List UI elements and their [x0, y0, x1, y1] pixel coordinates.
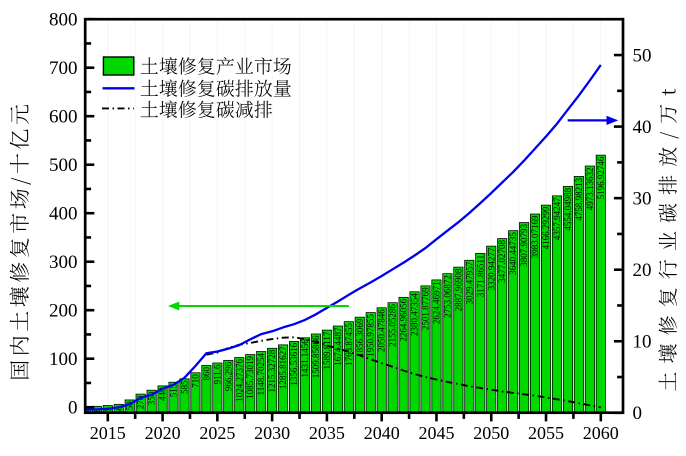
svg-text:0: 0	[68, 397, 78, 418]
svg-text:3983.07169: 3983.07169	[530, 215, 540, 258]
svg-text:4357.94247: 4357.94247	[552, 197, 562, 240]
svg-text:1509.85866: 1509.85866	[311, 335, 321, 378]
svg-text:40: 40	[633, 117, 652, 138]
svg-text:710: 710	[190, 374, 200, 388]
svg-text:440: 440	[158, 387, 168, 401]
svg-text:2015: 2015	[90, 423, 126, 443]
svg-text:60: 60	[114, 405, 124, 415]
svg-text:150: 150	[125, 401, 135, 415]
svg-text:2753.06872: 2753.06872	[442, 275, 452, 318]
svg-text:2155.05286: 2155.05286	[388, 304, 398, 347]
svg-text:2040: 2040	[364, 423, 400, 443]
svg-text:2624.46971: 2624.46971	[431, 281, 441, 324]
svg-text:3807.90793: 3807.90793	[519, 224, 529, 267]
svg-text:18: 18	[92, 407, 102, 417]
svg-text:35: 35	[103, 407, 113, 417]
svg-text:3320.94277: 3320.94277	[486, 247, 496, 290]
svg-text:600: 600	[49, 106, 78, 127]
svg-text:2264.96056: 2264.96056	[399, 298, 409, 341]
svg-text:1589.8117: 1589.8117	[322, 331, 332, 369]
svg-text:30: 30	[633, 188, 652, 209]
svg-text:1431.1456: 1431.1456	[300, 339, 310, 378]
svg-text:2055: 2055	[528, 423, 564, 443]
svg-text:2050: 2050	[473, 423, 509, 443]
svg-text:911.6: 911.6	[212, 364, 222, 384]
svg-text:100: 100	[49, 349, 78, 370]
svg-text:2887.96908: 2887.96908	[453, 268, 463, 311]
svg-text:800: 800	[49, 9, 78, 30]
svg-text:3171.86511: 3171.86511	[475, 255, 485, 297]
svg-text:4554.04988: 4554.04988	[563, 187, 573, 230]
svg-text:270: 270	[136, 395, 146, 409]
svg-text:515: 515	[169, 383, 179, 397]
svg-text:3640.44735: 3640.44735	[508, 232, 518, 275]
svg-text:2501.87769: 2501.87769	[421, 287, 431, 330]
svg-text:3477.02708: 3477.02708	[497, 240, 507, 283]
svg-text:10: 10	[633, 331, 652, 352]
svg-text:966.296: 966.296	[223, 361, 233, 391]
svg-text:2035: 2035	[309, 423, 345, 443]
svg-text:1148.70254: 1148.70254	[256, 352, 266, 395]
svg-text:400: 400	[49, 203, 78, 224]
svg-text:1763.87455: 1763.87455	[344, 323, 354, 366]
svg-text:1024.27376: 1024.27376	[234, 359, 244, 402]
svg-text:1674.4487: 1674.4487	[333, 327, 343, 366]
svg-text:500: 500	[49, 155, 78, 176]
svg-text:12: 12	[81, 408, 91, 417]
svg-text:700: 700	[49, 58, 78, 79]
svg-text:4973.13632: 4973.13632	[585, 168, 595, 211]
svg-text:2380.47354: 2380.47354	[410, 293, 420, 336]
svg-text:1215.32728: 1215.32728	[267, 349, 277, 392]
svg-text:1950.97855: 1950.97855	[366, 314, 376, 357]
svg-text:4166.29299: 4166.29299	[541, 206, 551, 249]
svg-text:3029.47957: 3029.47957	[464, 261, 474, 304]
svg-text:860: 860	[201, 366, 211, 380]
svg-text:2020: 2020	[145, 423, 181, 443]
svg-text:1356.53616: 1356.53616	[289, 342, 299, 385]
svg-text:200: 200	[49, 300, 78, 321]
svg-text:4758.98213: 4758.98213	[574, 177, 584, 220]
svg-text:1285.81627: 1285.81627	[278, 346, 288, 389]
svg-text:1085.73019: 1085.73019	[245, 356, 255, 399]
svg-text:2050.47846: 2050.47846	[377, 309, 387, 352]
svg-text:2030: 2030	[254, 423, 290, 443]
svg-text:1856.3069: 1856.3069	[355, 318, 365, 357]
svg-text:20: 20	[633, 260, 652, 281]
svg-text:2025: 2025	[199, 423, 235, 443]
svg-text:585: 585	[179, 380, 189, 394]
svg-text:50: 50	[633, 45, 652, 66]
svg-text:2060: 2060	[583, 423, 619, 443]
svg-text:300: 300	[49, 252, 78, 273]
svg-text:350: 350	[147, 391, 157, 405]
svg-text:5196.92746: 5196.92746	[596, 156, 606, 199]
svg-text:0: 0	[633, 403, 643, 424]
svg-text:2045: 2045	[419, 423, 455, 443]
